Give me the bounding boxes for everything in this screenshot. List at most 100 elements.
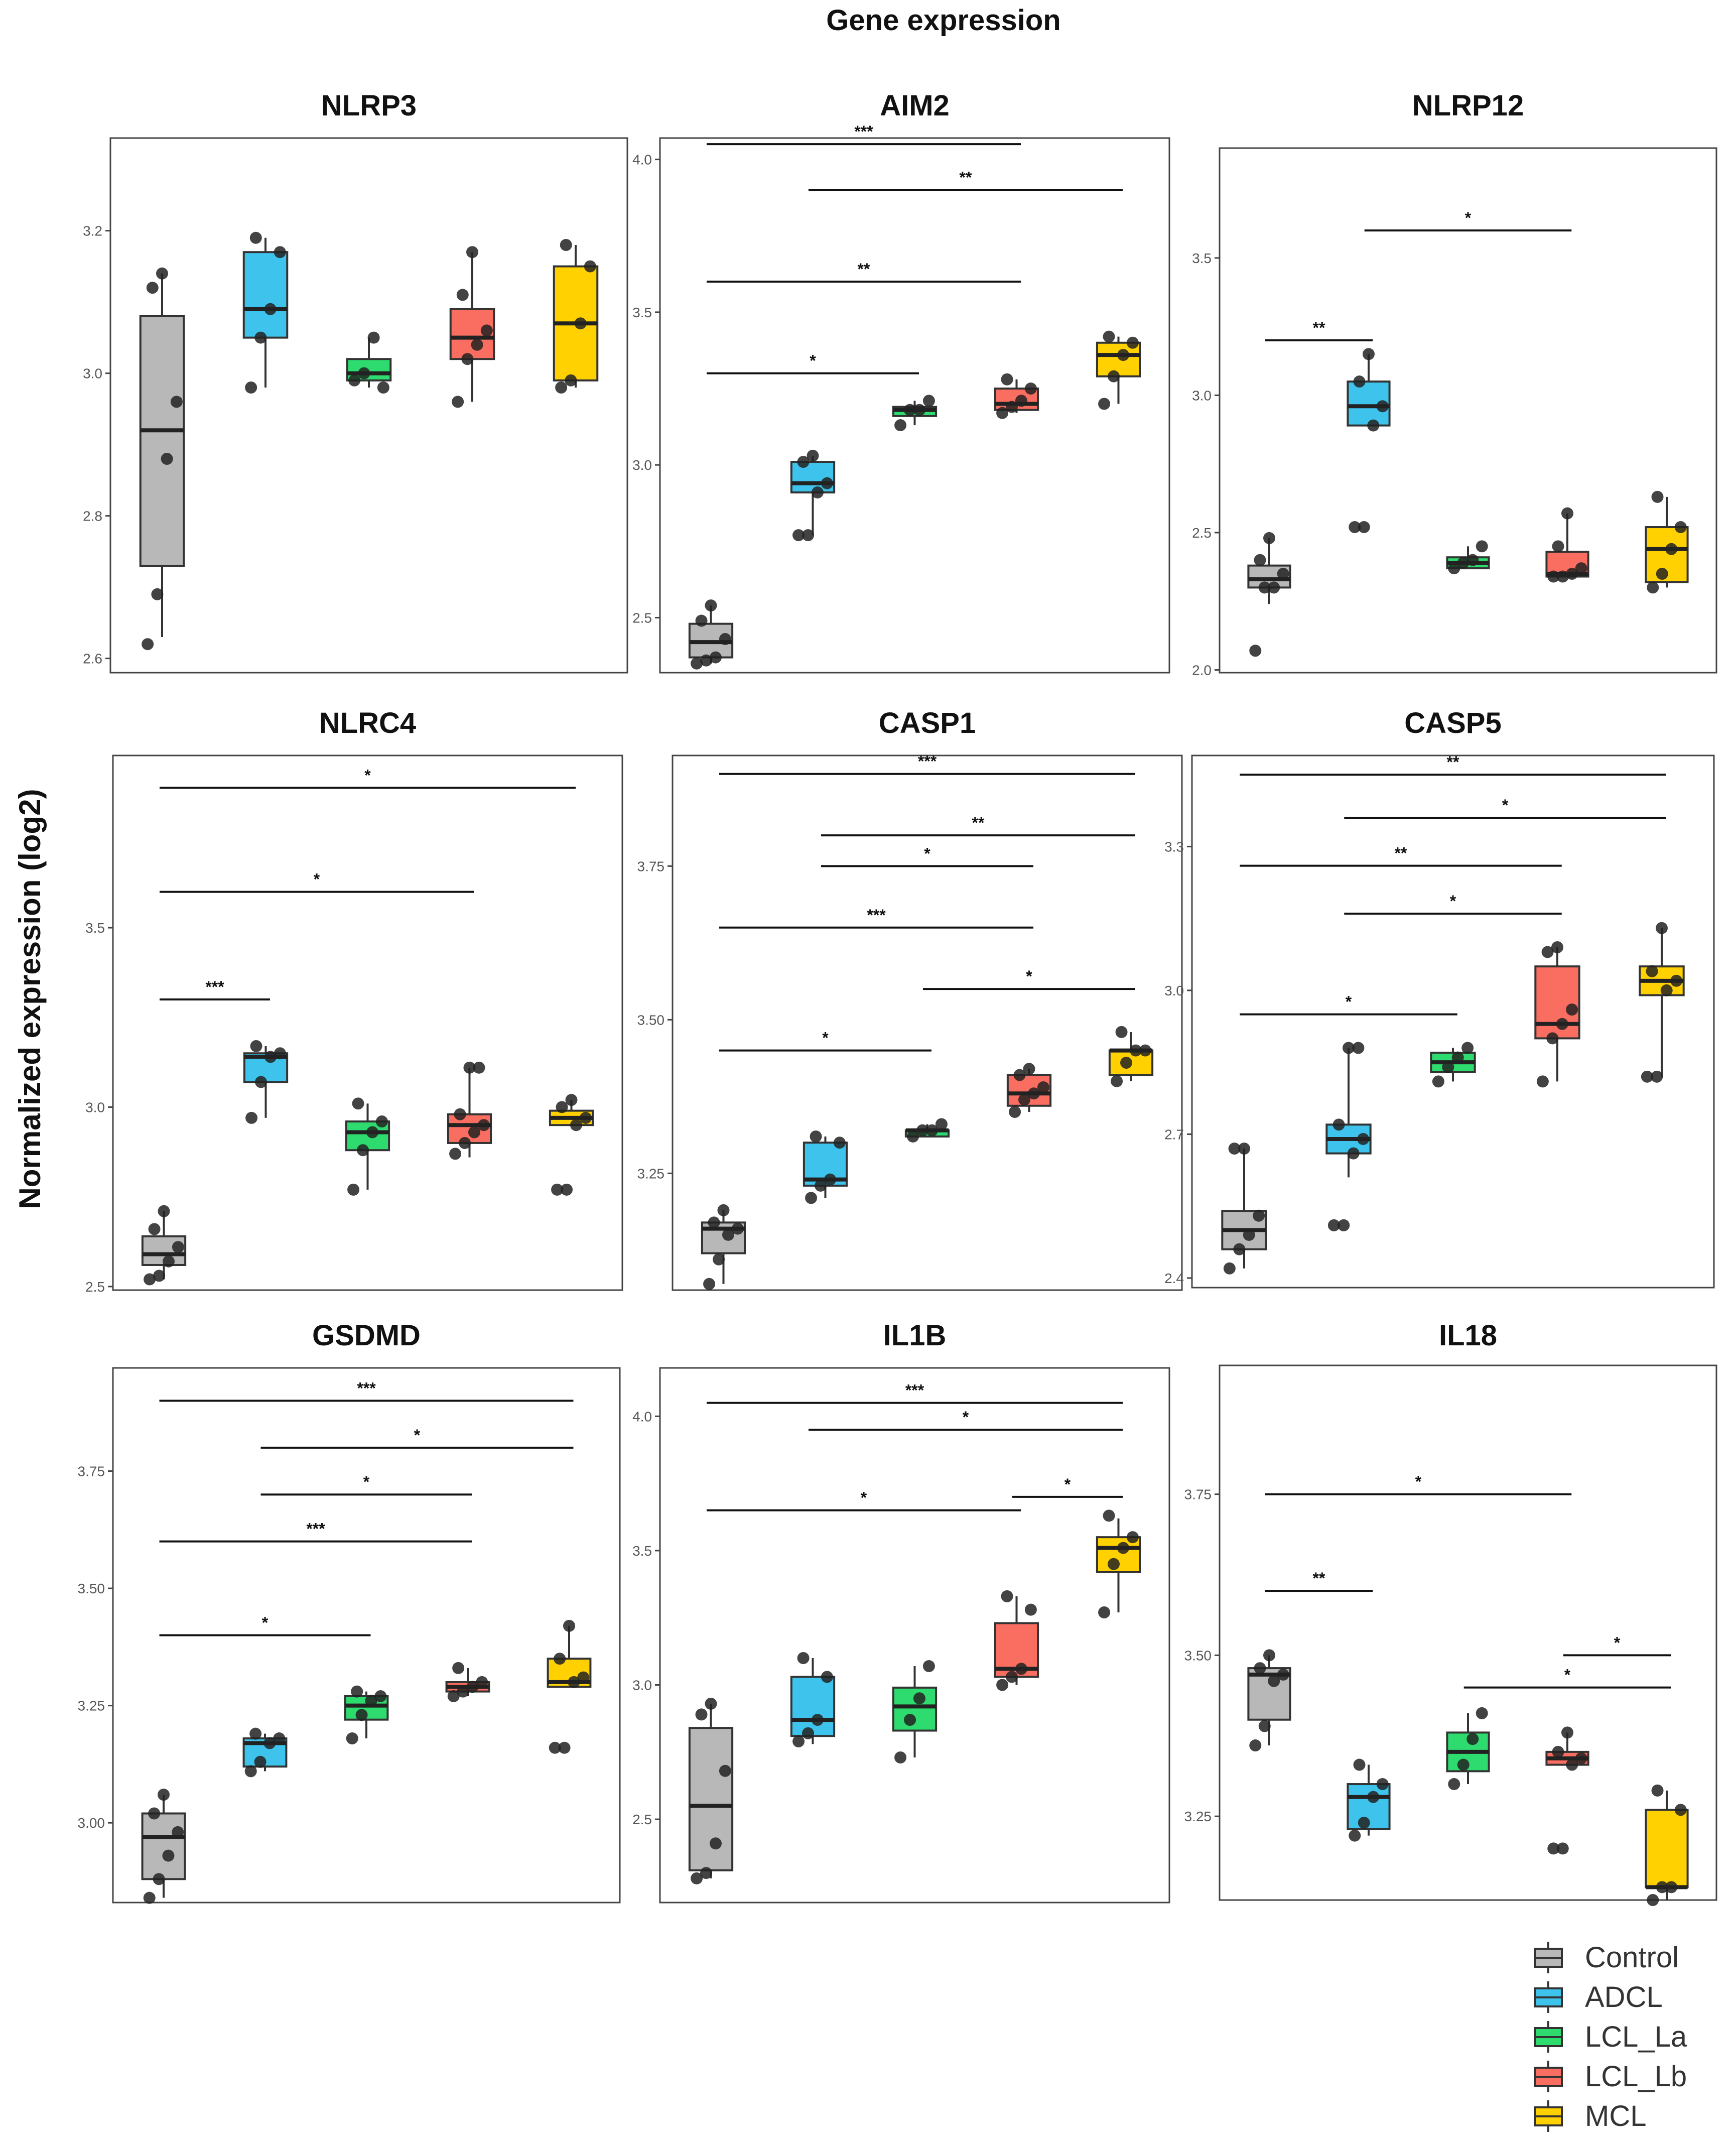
data-point	[1018, 1093, 1031, 1106]
data-point	[1457, 1758, 1470, 1771]
y-tick-label: 3.25	[78, 1698, 105, 1714]
data-point	[1353, 1758, 1366, 1771]
y-tick-label: 3.75	[637, 858, 665, 874]
data-point	[471, 338, 483, 351]
data-point	[1448, 1778, 1460, 1791]
y-tick-label: 3.0	[632, 457, 652, 473]
data-point	[1027, 1087, 1040, 1100]
data-point	[1556, 1018, 1568, 1030]
legend-key	[1534, 1981, 1563, 2013]
data-point	[1367, 1791, 1380, 1803]
panel-frame	[672, 754, 1183, 1291]
box-control	[141, 1812, 186, 1880]
significance-label: **	[972, 814, 985, 832]
data-point	[922, 1660, 935, 1673]
data-point	[1552, 1745, 1564, 1758]
data-point	[731, 1222, 744, 1235]
data-point	[153, 1873, 165, 1885]
data-point	[549, 1741, 561, 1754]
data-point	[255, 1076, 268, 1088]
significance-label: *	[822, 1029, 829, 1047]
data-point	[1126, 1531, 1139, 1544]
data-point	[466, 1681, 479, 1693]
data-point	[1228, 1143, 1241, 1155]
legend-label: Control	[1585, 1941, 1679, 1974]
data-point	[1024, 1603, 1037, 1616]
data-point	[153, 1270, 166, 1282]
data-point	[1254, 554, 1266, 566]
data-point	[143, 1891, 156, 1904]
data-point	[894, 1751, 907, 1764]
data-point	[1363, 348, 1375, 360]
data-point	[792, 529, 805, 542]
box-lcl_lb	[1534, 965, 1580, 1040]
legend-label: MCL	[1585, 2100, 1647, 2132]
data-point	[719, 1764, 731, 1777]
data-point	[1001, 373, 1013, 386]
data-point	[1476, 1707, 1488, 1719]
data-point	[1108, 1558, 1120, 1570]
data-point	[1347, 1147, 1360, 1160]
box-adcl	[242, 251, 289, 339]
legend: Control ADCL LCL_La LCL_Lb MCL	[1521, 1938, 1731, 2136]
y-tick-label: 3.25	[637, 1166, 665, 1181]
data-point	[1674, 1804, 1687, 1816]
legend-item-mcl: MCL	[1521, 2096, 1731, 2136]
data-point	[1001, 1590, 1013, 1602]
data-point	[172, 1241, 184, 1253]
data-point	[264, 1051, 277, 1063]
data-point	[558, 1741, 571, 1754]
data-point	[1023, 1063, 1035, 1075]
significance-label: *	[1415, 1473, 1422, 1491]
legend-item-lcl_la: LCL_La	[1521, 2017, 1731, 2057]
data-point	[1277, 568, 1289, 580]
box-adcl	[790, 461, 836, 493]
data-point	[156, 267, 168, 280]
data-point	[263, 1737, 276, 1749]
data-point	[805, 1192, 818, 1204]
significance-label: *	[1026, 967, 1032, 985]
data-point	[719, 633, 731, 646]
data-point	[142, 638, 154, 651]
data-point	[935, 1118, 948, 1130]
significance-label: ***	[357, 1379, 376, 1397]
data-point	[1258, 581, 1271, 594]
significance-label: *	[262, 1614, 269, 1632]
data-point	[1651, 1784, 1664, 1797]
data-point	[807, 449, 819, 462]
panel-title: GSDMD	[312, 1319, 421, 1352]
data-point	[1015, 395, 1027, 407]
significance-label: *	[314, 870, 320, 889]
data-point	[1117, 349, 1129, 361]
data-point	[802, 1727, 815, 1739]
data-point	[904, 404, 916, 416]
data-point	[691, 1872, 703, 1884]
data-point	[1103, 1509, 1115, 1522]
significance-label: ***	[306, 1520, 325, 1538]
data-point	[1442, 1061, 1454, 1073]
data-point	[1098, 398, 1111, 410]
legend-key	[1534, 1942, 1563, 1973]
data-point	[254, 331, 267, 344]
data-point	[695, 1708, 708, 1721]
panel-frame	[1191, 754, 1715, 1289]
data-point	[346, 1732, 358, 1745]
data-point	[705, 599, 717, 612]
data-point	[1268, 1675, 1280, 1687]
data-point	[454, 1108, 466, 1120]
data-point	[365, 1695, 377, 1707]
y-tick-label: 3.3	[1164, 839, 1184, 854]
significance-label: **	[1395, 844, 1407, 862]
data-point	[556, 1101, 568, 1113]
data-point	[709, 1837, 722, 1850]
data-point	[1651, 1070, 1663, 1083]
data-point	[570, 1119, 582, 1131]
data-point	[480, 324, 493, 337]
data-point	[1451, 1051, 1464, 1064]
data-point	[579, 1111, 592, 1124]
data-point	[717, 1204, 730, 1216]
significance-label: *	[414, 1426, 421, 1444]
data-point	[1647, 1894, 1659, 1906]
